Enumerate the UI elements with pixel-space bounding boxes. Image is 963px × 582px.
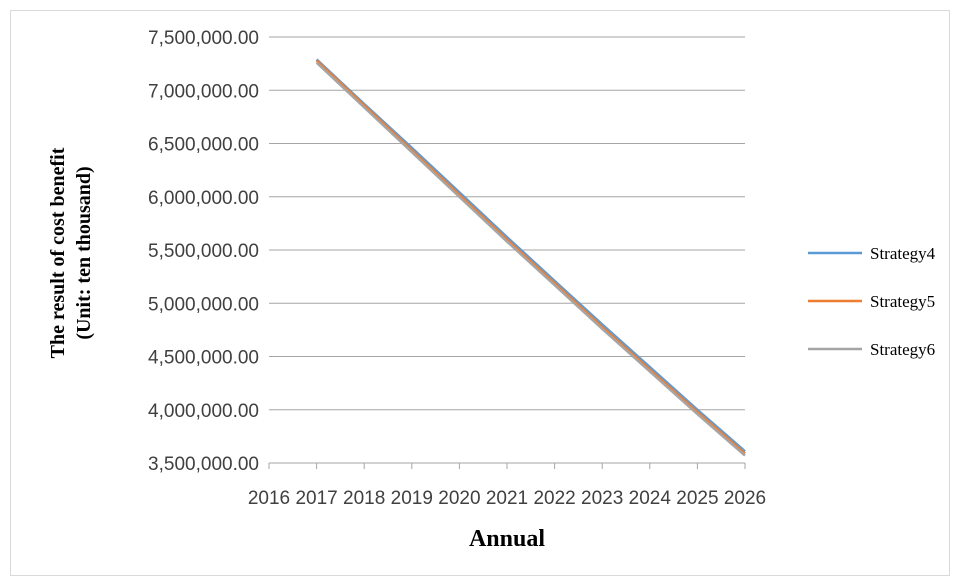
x-tick-label: 2019 [391, 488, 433, 509]
x-tick-labels: 2016 2017 2018 2019 2020 2021 2022 2023 2024 2025… [248, 488, 766, 509]
x-tick-label: 2018 [343, 488, 385, 509]
series-lines [315, 58, 746, 457]
y-tick-labels: 3,500,000.00 4,000,000.00 4,500,000.00 5,00… [148, 28, 259, 475]
chart-frame [10, 10, 950, 576]
x-tick-label: 2025 [676, 488, 718, 509]
legend-label: Strategy5 [870, 292, 935, 311]
y-axis-title-line1: The result of cost benefit [47, 147, 69, 358]
y-tick-label: 6,500,000.00 [148, 135, 259, 156]
y-tick-label: 3,500,000.00 [148, 454, 259, 475]
series-line-strategy5 [315, 59, 746, 455]
legend-label: Strategy4 [870, 244, 936, 263]
y-tick-label: 4,500,000.00 [148, 348, 259, 369]
y-tick-label: 7,000,000.00 [148, 81, 259, 102]
y-tick-label: 6,000,000.00 [148, 188, 259, 209]
x-tick-label: 2024 [629, 488, 672, 509]
y-tick-label: 4,000,000.00 [148, 401, 259, 422]
y-tick-label: 7,500,000.00 [148, 28, 259, 49]
x-tick-label: 2023 [581, 488, 623, 509]
y-tick-label: 5,500,000.00 [148, 241, 259, 262]
gridlines [269, 36, 745, 464]
legend: Strategy4 Strategy5 Strategy6 [808, 244, 936, 359]
legend-label: Strategy6 [870, 340, 935, 359]
y-axis-title-line2: (Unit: ten thousand) [73, 166, 95, 339]
x-tick-label: 2016 [248, 488, 290, 509]
series-line-strategy4 [315, 58, 746, 453]
y-axis-title: The result of cost benefit (Unit: ten th… [47, 147, 95, 358]
x-tick-label: 2021 [486, 488, 528, 509]
x-axis [268, 462, 746, 469]
x-axis-title: Annual [469, 526, 545, 552]
x-tick-label: 2022 [533, 488, 575, 509]
x-tick-label: 2026 [724, 488, 766, 509]
y-tick-label: 5,000,000.00 [148, 294, 259, 315]
x-tick-label: 2017 [295, 488, 337, 509]
x-tick-label: 2020 [438, 488, 480, 509]
series-line-strategy6 [315, 61, 746, 457]
